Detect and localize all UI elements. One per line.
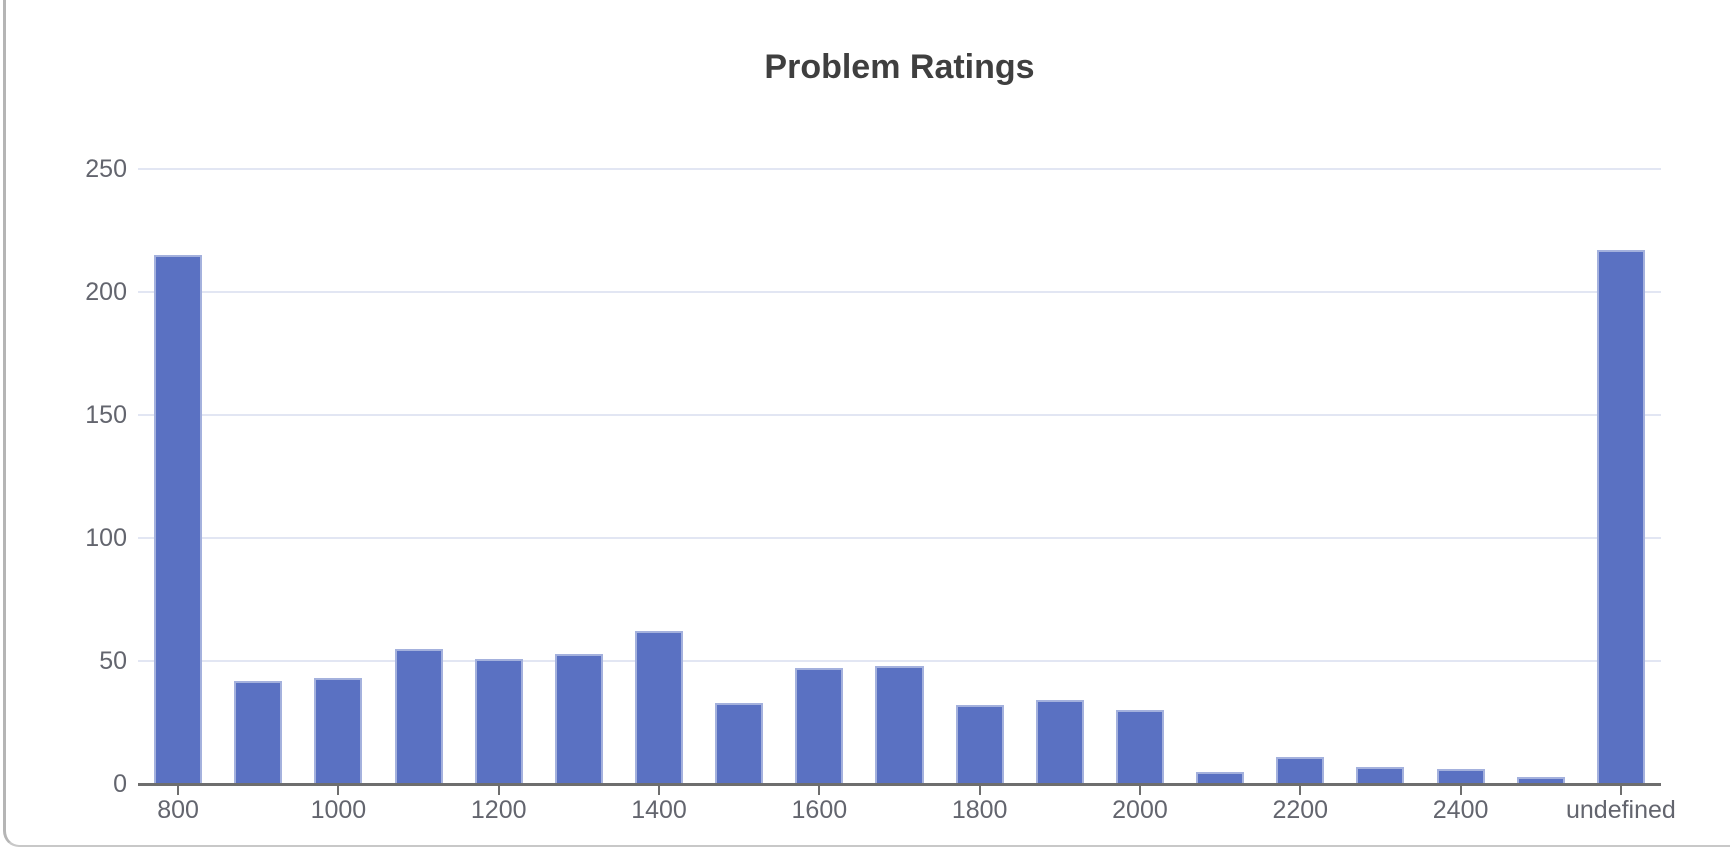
x-tick-800 [177,786,180,795]
chart-title: Problem Ratings [764,48,1035,86]
y-tick-label-200: 200 [85,278,127,306]
bar-slot-1900 [1020,169,1100,784]
bar-slot-1500 [699,169,779,784]
x-tick-undefined [1619,786,1622,795]
bar-slot-1200 [459,169,539,784]
x-tick-label-2200: 2200 [1272,796,1329,824]
y-tick-label-0: 0 [113,770,127,798]
bar-2300[interactable] [1356,766,1405,784]
bar-slot-1100 [378,169,458,784]
bar-slot-1300 [539,169,619,784]
x-tick-label-1600: 1600 [791,796,848,824]
x-tick-2200 [1299,786,1302,795]
x-tick-label-1400: 1400 [631,796,687,824]
x-tick-label-2400: 2400 [1432,796,1489,824]
bar-slot-2100 [1180,169,1260,784]
x-tick-1000 [337,786,340,795]
plot-area[interactable] [138,168,1661,784]
bars-container [138,169,1661,784]
bar-1000[interactable] [314,678,363,784]
bar-1800[interactable] [955,705,1004,784]
x-axis: 800 1000 1200 1400 1600 1800 2000 2200 2400 undef… [138,783,1676,833]
bar-slot-2200 [1260,169,1340,784]
x-tick-2000 [1138,786,1141,795]
bar-2400[interactable] [1436,769,1485,784]
bar-1400[interactable] [634,631,684,784]
bar-slot-800 [138,169,218,784]
bar-slot-900 [218,169,298,784]
bar-1200[interactable] [474,658,523,784]
x-tick-1400 [658,786,661,795]
x-tick-label-1000: 1000 [310,796,367,824]
x-tick-label-800: 800 [157,796,199,824]
y-tick-label-100: 100 [85,524,127,552]
bar-2100[interactable] [1196,771,1245,784]
y-tick-label-150: 150 [85,401,127,429]
y-tick-label-50: 50 [99,647,127,675]
x-tick-1200 [497,786,500,795]
bar-slot-2300 [1340,169,1420,784]
bar-2500[interactable] [1516,776,1565,784]
bar-1700[interactable] [875,665,924,784]
bar-1500[interactable] [715,702,764,784]
y-tick-label-250: 250 [85,155,127,183]
bar-1600[interactable] [795,668,844,784]
bar-slot-2500 [1501,169,1581,784]
bar-slot-1800 [940,169,1020,784]
bar-slot-1400 [619,169,699,784]
x-tick-1800 [978,786,981,795]
bar-slot-2000 [1100,169,1180,784]
x-tick-label-1200: 1200 [470,796,527,824]
bar-2000[interactable] [1115,710,1164,784]
bar-slot-1000 [298,169,378,784]
gridline-150 [138,414,1661,416]
gridline-50 [138,660,1661,662]
x-tick-1600 [818,786,821,795]
bar-slot-1600 [779,169,859,784]
bar-slot-1700 [859,169,939,784]
y-axis-labels: 0 50 100 150 200 250 [0,156,127,797]
bar-slot-2400 [1421,169,1501,784]
gridline-200 [138,291,1661,293]
bar-900[interactable] [234,680,283,784]
bar-1100[interactable] [394,648,443,784]
x-tick-label-1800: 1800 [951,796,1008,824]
bar-2200[interactable] [1276,756,1325,784]
x-tick-label-undefined: undefined [1565,796,1676,824]
gridline-250 [138,168,1661,170]
bar-1900[interactable] [1035,700,1084,784]
bar-slot-undefined [1581,169,1661,784]
x-tick-2400 [1459,786,1462,795]
bar-800[interactable] [154,255,203,784]
bar-1300[interactable] [554,653,603,784]
x-axis-line [138,783,1661,786]
bar-undefined[interactable] [1596,250,1645,784]
gridline-100 [138,537,1661,539]
x-tick-label-2000: 2000 [1112,796,1168,824]
